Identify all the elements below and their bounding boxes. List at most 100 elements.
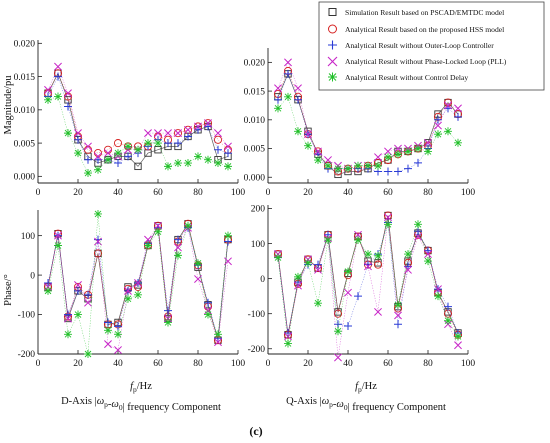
legend-label-2: Analytical Result without Outer-Loop Con… [345, 41, 494, 50]
y-tick-label: 0.020 [244, 59, 266, 69]
data-point-star [444, 316, 452, 325]
data-point-plus [384, 167, 392, 176]
series-line [277, 215, 459, 335]
data-point-star [414, 220, 422, 229]
data-point-star [444, 127, 452, 136]
x-tick-label: 20 [73, 188, 83, 198]
data-point-star [314, 156, 322, 165]
data-point-x [434, 121, 442, 130]
data-point-star [304, 258, 312, 267]
series-line [277, 222, 459, 334]
data-point-x [374, 153, 382, 162]
data-point-x [174, 243, 182, 252]
data-point-x [214, 338, 222, 347]
data-point-plus [434, 115, 442, 124]
y-axis-title-phase: Phase/° [3, 274, 14, 306]
caption-q-axis: Q-Axis |ωp-ω0| frequency Component [286, 396, 446, 413]
data-point-x [104, 340, 112, 349]
series-0-q-phase [274, 211, 462, 339]
data-point-star [324, 161, 332, 170]
data-point-plus [404, 164, 412, 173]
legend-label-4: Analytical Result without Control Delay [345, 73, 468, 82]
data-point-plus [414, 227, 422, 236]
data-point-star [324, 236, 332, 245]
data-point-x [454, 341, 462, 350]
data-point-x [324, 156, 332, 164]
caption-subscript: p [104, 400, 108, 409]
series-4-q-mag [274, 92, 462, 173]
data-point-plus [204, 298, 212, 307]
x-axis-title-d-text: fp/Hz [130, 381, 152, 394]
data-point-plus [64, 310, 72, 319]
data-point-x [314, 147, 322, 156]
data-point-x [274, 84, 282, 93]
y-tick-label: -100 [18, 311, 36, 321]
x-title-unit: /Hz [362, 381, 378, 392]
data-point-star [84, 350, 92, 358]
data-point-x [384, 147, 392, 156]
data-point-x [154, 129, 162, 138]
data-point-plus [94, 235, 102, 244]
caption-part: Q-Axis | [286, 396, 322, 407]
data-point-x [144, 129, 152, 138]
data-point-star [434, 292, 442, 301]
data-point-x [94, 152, 102, 161]
data-point-star [394, 300, 402, 309]
data-point-circle [373, 260, 383, 269]
data-point-star [204, 155, 212, 164]
y-tick-label: 0.010 [244, 116, 266, 126]
data-point-x [84, 298, 92, 307]
data-point-x [164, 129, 172, 138]
data-point-star [374, 161, 382, 170]
data-point-star [44, 95, 52, 104]
data-point-x [424, 250, 432, 259]
caption-omega: ω [97, 396, 104, 407]
data-point-plus [114, 159, 122, 168]
x-title-symbol: f [130, 381, 135, 392]
x-axis-title-d: fp/Hz [130, 381, 152, 394]
data-point-plus [64, 102, 72, 111]
data-point-x [284, 332, 292, 341]
data-point-plus [124, 152, 132, 161]
data-point-star [344, 164, 352, 173]
data-point-x [444, 101, 452, 110]
x-tick-label: 100 [231, 188, 246, 198]
data-point-plus [394, 167, 402, 176]
data-point-star [164, 318, 172, 327]
legend-label-0: Simulation Result based on PSCAD/EMTDC m… [345, 8, 504, 17]
data-point-x [454, 104, 462, 113]
legend-entry-0: Simulation Result based on PSCAD/EMTDC m… [328, 8, 504, 17]
data-point-x [74, 129, 82, 138]
legend-entry-3: Analytical Result without Phase-Locked L… [327, 56, 507, 67]
y-tick-label: 0.015 [244, 87, 266, 97]
data-point-plus [394, 320, 402, 329]
series-line [277, 215, 459, 335]
data-point-circle [113, 139, 123, 148]
data-point-x [334, 353, 342, 362]
data-point-plus [274, 95, 282, 104]
data-point-x [384, 213, 392, 222]
data-point-x [114, 346, 122, 355]
caption-omega: ω [111, 399, 118, 410]
x-axis-title-q: fp/Hz [355, 381, 377, 394]
data-point-x [174, 129, 182, 138]
x-title-symbol: f [355, 381, 360, 392]
series-4-d-phase [44, 209, 232, 358]
data-point-plus [214, 145, 222, 154]
data-point-x [434, 285, 442, 294]
data-point-star [184, 221, 192, 230]
data-point-star [454, 332, 462, 341]
data-point-plus [174, 139, 182, 148]
data-point-star [344, 267, 352, 276]
data-point-star [194, 259, 202, 268]
data-point-x [224, 257, 232, 266]
x-tick-label: 40 [113, 188, 123, 198]
data-point-circle [93, 249, 103, 258]
x-tick-label: 80 [193, 359, 203, 369]
data-point-x [294, 84, 302, 93]
series-line [277, 223, 459, 344]
data-point-plus [114, 322, 122, 331]
series-4-q-phase [274, 220, 462, 348]
legend-marker-square [328, 8, 337, 16]
